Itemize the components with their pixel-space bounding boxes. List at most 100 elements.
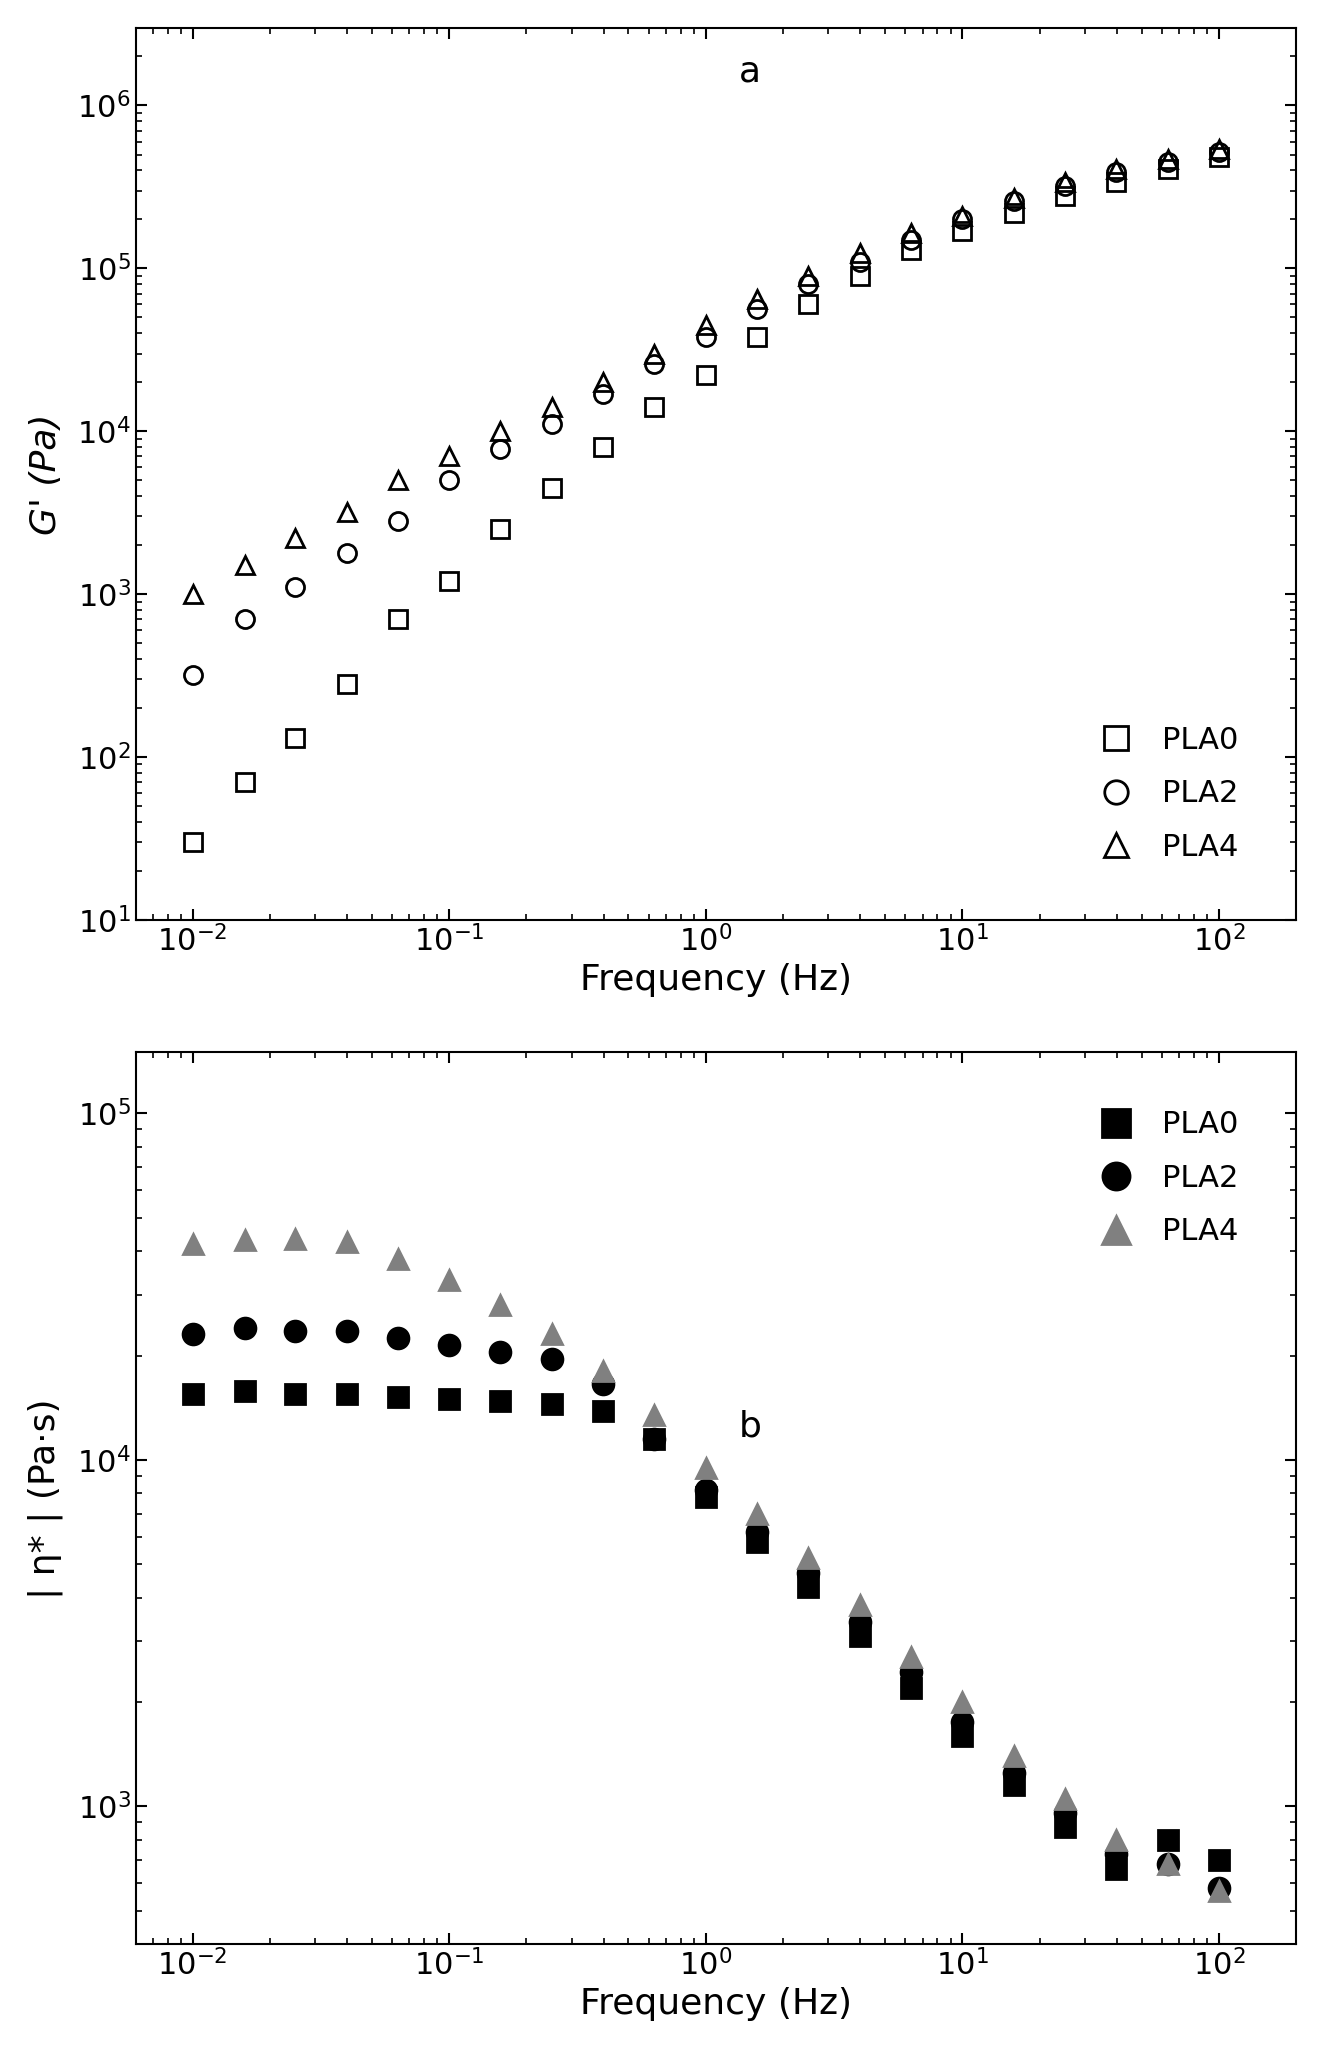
PLA2 [1057,174,1072,199]
Legend: PLA0, PLA2, PLA4: PLA0, PLA2, PLA4 [1074,713,1250,875]
PLA0 [1211,145,1227,170]
PLA0 [1006,1772,1022,1797]
PLA2 [237,607,253,631]
Y-axis label: | η* | (Pa·s): | η* | (Pa·s) [28,1397,64,1598]
PLA4 [1160,1852,1176,1877]
PLA0 [1006,201,1022,225]
PLA4 [749,287,765,311]
PLA4 [903,221,919,246]
PLA4 [287,527,303,551]
PLA4 [441,445,457,469]
PLA0 [903,238,919,262]
PLA4 [749,1502,765,1527]
PLA2 [1108,160,1124,184]
PLA0 [851,1623,867,1647]
PLA4 [237,1227,253,1252]
PLA4 [184,582,200,607]
PLA2 [646,1426,662,1451]
PLA0 [955,219,970,244]
PLA2 [903,227,919,252]
PLA2 [389,508,405,533]
PLA2 [339,1320,355,1344]
PLA0 [955,1723,970,1748]
PLA0 [749,1529,765,1553]
PLA4 [544,395,560,420]
PLA2 [1057,1801,1072,1826]
PLA0 [389,1385,405,1410]
PLA2 [544,1346,560,1371]
PLA2 [903,1660,919,1684]
PLA0 [441,1387,457,1412]
PLA0 [237,1379,253,1404]
Y-axis label: G' (Pa): G' (Pa) [29,414,64,535]
PLA0 [287,1381,303,1406]
PLA2 [544,412,560,436]
PLA0 [493,1389,508,1414]
PLA2 [698,324,714,348]
PLA2 [1160,1852,1176,1877]
PLA2 [1108,1842,1124,1867]
PLA4 [955,203,970,227]
PLA4 [441,1268,457,1293]
PLA0 [544,1391,560,1416]
PLA2 [389,1326,405,1350]
Line: PLA2: PLA2 [184,143,1227,684]
PLA0 [287,725,303,750]
PLA2 [955,207,970,232]
PLA0 [851,264,867,289]
X-axis label: Frequency (Hz): Frequency (Hz) [580,963,851,996]
X-axis label: Frequency (Hz): Frequency (Hz) [580,1988,851,2020]
Line: PLA4: PLA4 [184,139,1227,602]
PLA2 [1211,1877,1227,1901]
PLA0 [184,1381,200,1406]
Line: PLA4: PLA4 [183,1227,1230,1901]
PLA2 [1211,139,1227,164]
PLA4 [1160,148,1176,172]
PLA2 [955,1709,970,1733]
PLA2 [493,1340,508,1365]
PLA2 [698,1477,714,1502]
PLA2 [801,273,817,297]
PLA2 [594,381,610,406]
PLA4 [698,1455,714,1479]
PLA4 [594,371,610,395]
PLA4 [1006,1744,1022,1768]
PLA2 [287,1320,303,1344]
PLA0 [698,1486,714,1510]
Line: PLA2: PLA2 [183,1318,1230,1899]
PLA4 [184,1231,200,1256]
PLA0 [339,1381,355,1406]
PLA2 [441,467,457,492]
PLA2 [287,576,303,600]
PLA4 [389,1246,405,1270]
Text: a: a [739,55,761,88]
PLA0 [1211,1848,1227,1873]
PLA2 [646,350,662,375]
PLA4 [594,1358,610,1383]
PLA2 [1006,1760,1022,1785]
PLA0 [1057,182,1072,207]
PLA2 [493,436,508,461]
PLA0 [339,672,355,697]
PLA4 [1108,156,1124,180]
PLA0 [441,570,457,594]
PLA0 [1160,1828,1176,1852]
PLA4 [646,1402,662,1426]
PLA4 [1211,137,1227,162]
PLA0 [594,434,610,459]
PLA0 [237,770,253,795]
PLA4 [493,418,508,443]
Line: PLA0: PLA0 [184,148,1227,850]
PLA2 [339,541,355,566]
PLA4 [389,467,405,492]
PLA4 [237,553,253,578]
PLA0 [698,363,714,387]
PLA4 [339,1229,355,1254]
PLA4 [646,342,662,367]
PLA4 [955,1690,970,1715]
PLA0 [1057,1815,1072,1840]
PLA4 [1211,1879,1227,1904]
Line: PLA0: PLA0 [183,1381,1230,1879]
PLA0 [801,293,817,318]
PLA4 [801,264,817,289]
